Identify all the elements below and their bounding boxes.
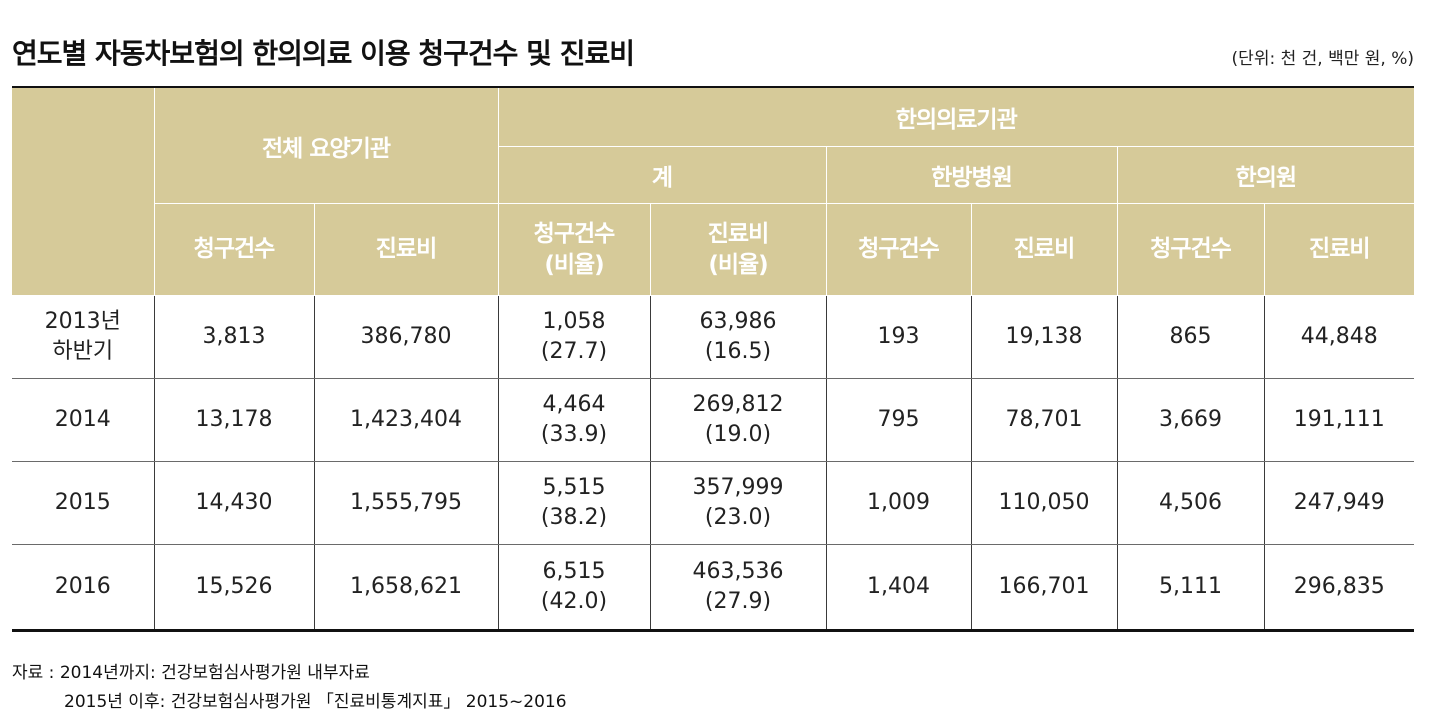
header-total: 계 — [497, 146, 826, 204]
row-year: 2015 — [12, 461, 154, 545]
cell-clinic-claims: 4,506 — [1116, 461, 1264, 545]
header-total-cost: 진료비 (비율) — [649, 203, 826, 296]
cell-all-cost: 386,780 — [313, 295, 498, 379]
statistics-table: 전체 요양기관 한의의료기관 계 한방병원 한의원 청구건수 진료비 청구건수(… — [12, 88, 1415, 632]
cell-all-cost: 1,658,621 — [313, 544, 498, 632]
cell-clinic-claims: 5,111 — [1116, 544, 1264, 632]
cell-hospital-claims: 1,009 — [825, 461, 971, 545]
row-year: 2014 — [12, 378, 154, 462]
header-all-claims: 청구건수 — [153, 203, 314, 296]
table-row: 2016 15,526 1,658,621 6,515 (42.0) 463,53… — [12, 544, 1415, 632]
cell-clinic-claims: 865 — [1116, 295, 1264, 379]
header-year — [12, 88, 154, 296]
table-title: 연도별 자동차보험의 한의의료 이용 청구건수 및 진료비 — [12, 37, 635, 70]
table-row: 2014 13,178 1,423,404 4,464 (33.9) 269,81… — [12, 378, 1415, 462]
header-oriental-institutions: 한의의료기관 — [497, 88, 1415, 147]
cell-clinic-cost: 191,111 — [1263, 378, 1415, 462]
cell-hospital-claims: 795 — [825, 378, 971, 462]
header-hospital-claims: 청구건수 — [825, 203, 971, 296]
cell-total-claims: 5,515 (38.2) — [497, 461, 650, 545]
header-all-cost: 진료비 — [313, 203, 498, 296]
header-clinic-claims: 청구건수 — [1116, 203, 1264, 296]
cell-all-claims: 13,178 — [153, 378, 314, 462]
row-year: 2013년 하반기 — [12, 295, 154, 379]
cell-all-claims: 14,430 — [153, 461, 314, 545]
header-clinic-cost: 진료비 — [1263, 203, 1415, 296]
top-rule — [12, 86, 1414, 89]
table-row: 2015 14,430 1,555,795 5,515 (38.2) 357,99… — [12, 461, 1415, 545]
header-hospital-cost: 진료비 — [970, 203, 1117, 296]
unit-note: (단위: 천 건, 백만 원, %) — [1231, 49, 1414, 69]
header-all-institutions: 전체 요양기관 — [153, 88, 498, 204]
cell-clinic-cost: 247,949 — [1263, 461, 1415, 545]
cell-hospital-claims: 193 — [825, 295, 971, 379]
cell-clinic-cost: 296,835 — [1263, 544, 1415, 632]
source-note-2: 2015년 이후: 건강보험심사평가원 「진료비통계지표」 2015~2016 — [64, 692, 567, 712]
cell-total-claims: 1,058 (27.7) — [497, 295, 650, 379]
cell-all-cost: 1,555,795 — [313, 461, 498, 545]
cell-total-cost: 63,986 (16.5) — [649, 295, 826, 379]
cell-all-claims: 3,813 — [153, 295, 314, 379]
header-total-claims: 청구건수 (비율) — [497, 203, 650, 296]
header-oriental-hospital: 한방병원 — [825, 146, 1117, 204]
source-note-1: 자료 : 2014년까지: 건강보험심사평가원 내부자료 — [12, 663, 370, 683]
cell-hospital-claims: 1,404 — [825, 544, 971, 632]
cell-total-cost: 357,999 (23.0) — [649, 461, 826, 545]
cell-hospital-cost: 110,050 — [970, 461, 1117, 545]
cell-hospital-cost: 19,138 — [970, 295, 1117, 379]
cell-total-claims: 6,515 (42.0) — [497, 544, 650, 632]
cell-total-cost: 463,536 (27.9) — [649, 544, 826, 632]
cell-total-cost: 269,812 (19.0) — [649, 378, 826, 462]
cell-clinic-cost: 44,848 — [1263, 295, 1415, 379]
table-row: 2013년 하반기 3,813 386,780 1,058 (27.7) 63,98… — [12, 295, 1415, 379]
header-oriental-clinic: 한의원 — [1116, 146, 1415, 204]
row-year: 2016 — [12, 544, 154, 632]
cell-all-cost: 1,423,404 — [313, 378, 498, 462]
cell-all-claims: 15,526 — [153, 544, 314, 632]
cell-clinic-claims: 3,669 — [1116, 378, 1264, 462]
cell-total-claims: 4,464 (33.9) — [497, 378, 650, 462]
cell-hospital-cost: 78,701 — [970, 378, 1117, 462]
cell-hospital-cost: 166,701 — [970, 544, 1117, 632]
